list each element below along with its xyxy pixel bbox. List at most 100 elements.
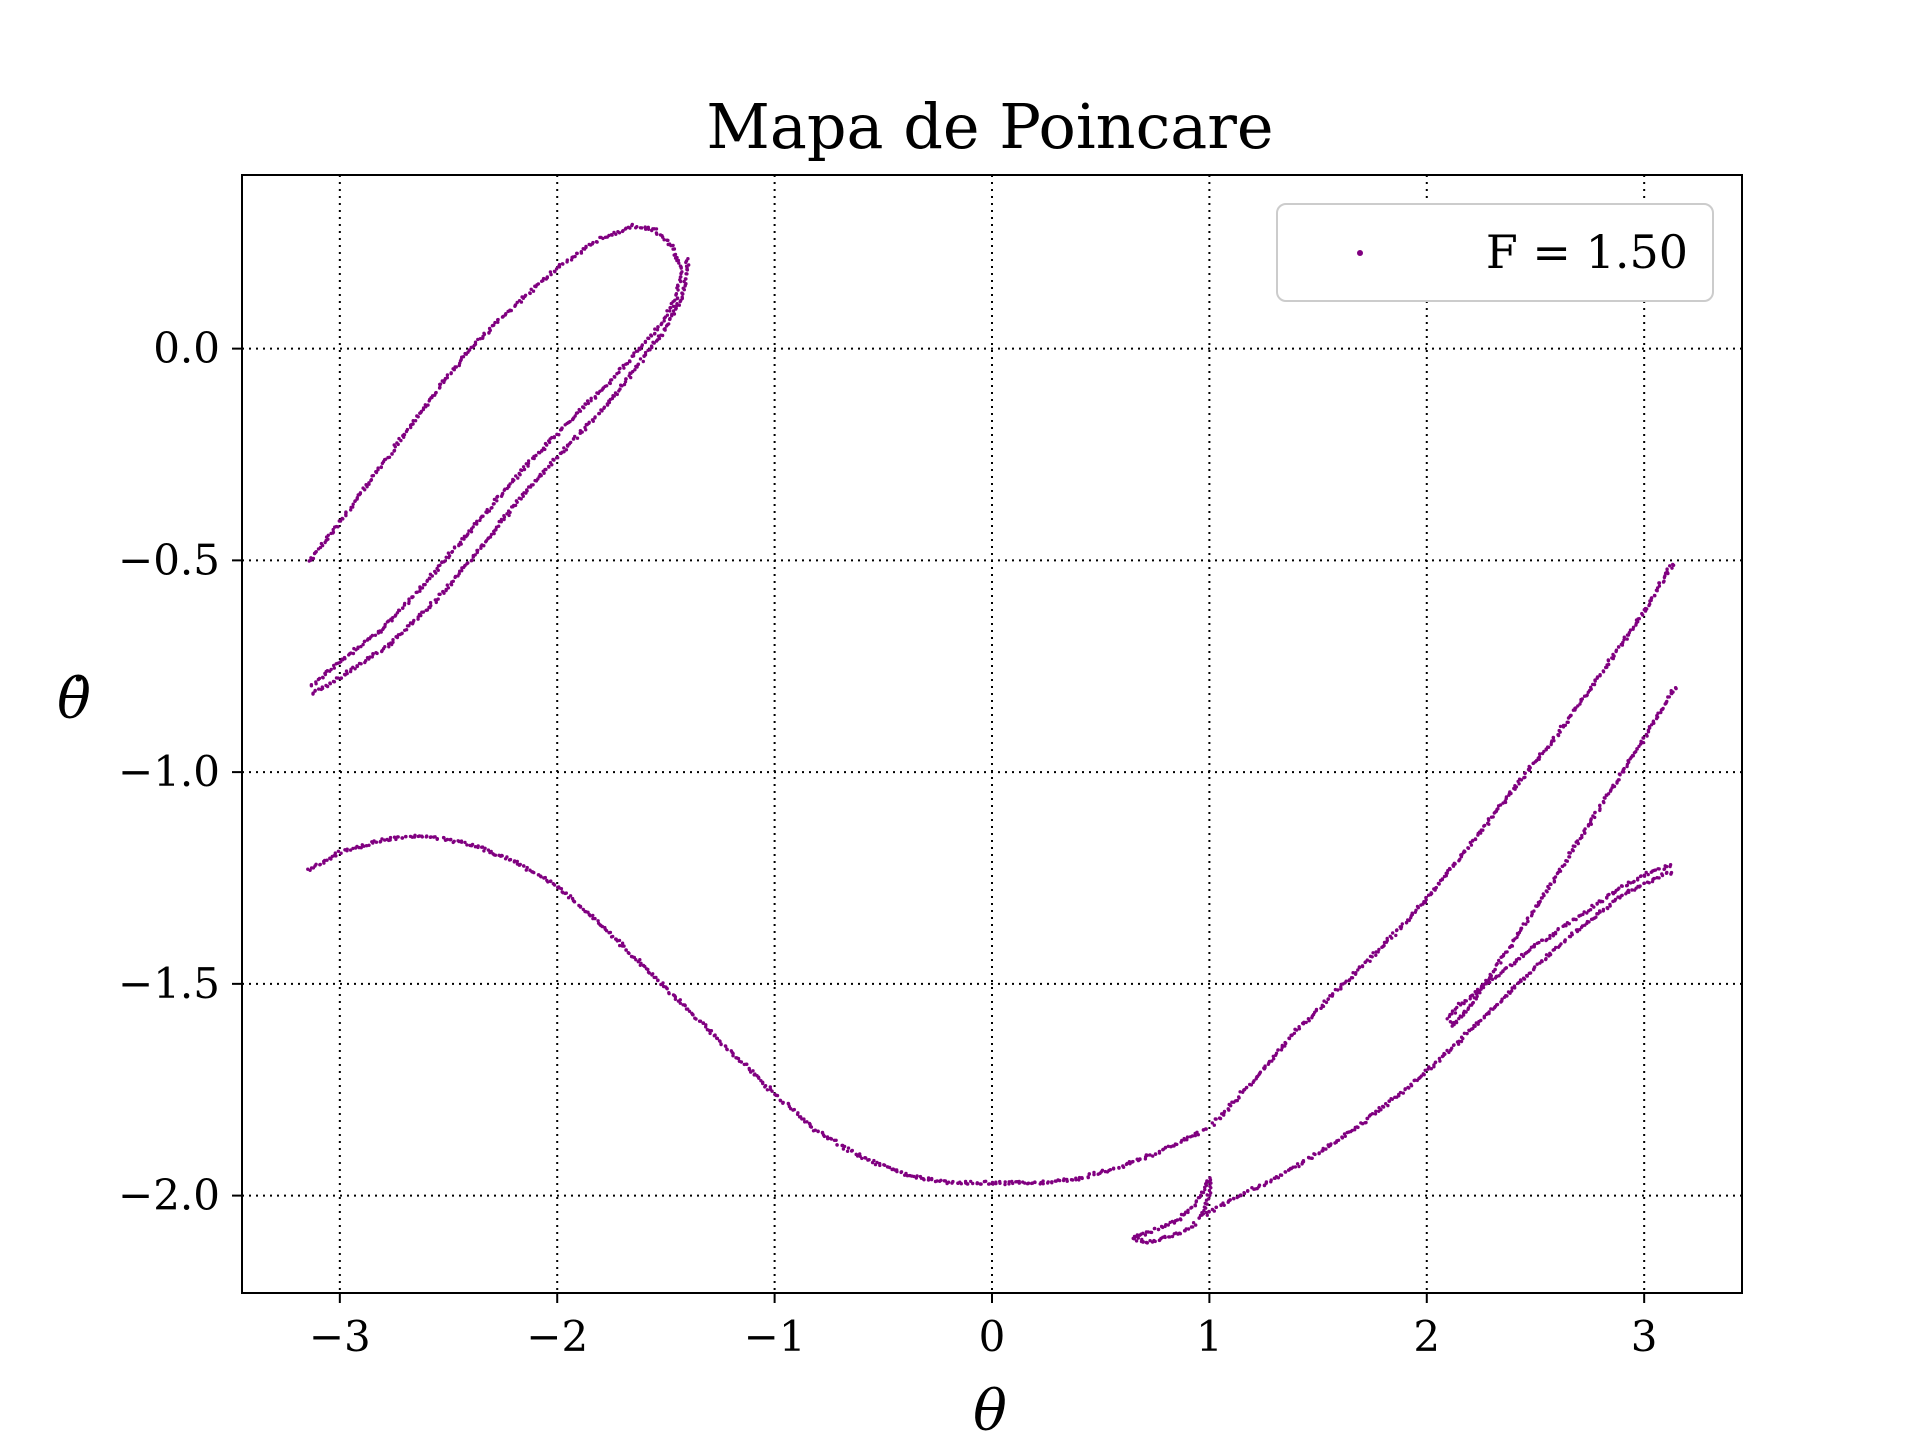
data-point <box>1545 889 1548 892</box>
data-point <box>644 351 647 354</box>
data-point <box>984 1180 987 1183</box>
data-point <box>1218 1116 1221 1119</box>
data-point <box>412 419 415 422</box>
data-point <box>1280 1048 1283 1051</box>
data-point <box>560 428 563 431</box>
data-point <box>650 344 653 347</box>
data-point <box>386 456 389 459</box>
data-point <box>1643 882 1646 885</box>
data-point <box>1340 1135 1343 1138</box>
data-point <box>558 886 561 889</box>
data-point <box>502 514 505 517</box>
data-point <box>1192 1221 1195 1224</box>
data-point <box>1205 1127 1208 1130</box>
data-point <box>581 405 584 408</box>
data-point <box>1647 729 1650 732</box>
data-point <box>483 847 486 850</box>
data-point <box>565 422 568 425</box>
data-point <box>656 328 659 331</box>
data-point <box>1639 742 1642 745</box>
data-point <box>608 381 611 384</box>
data-point <box>1556 733 1559 736</box>
data-point <box>731 1054 734 1057</box>
data-point <box>1552 948 1555 951</box>
data-point <box>1234 1099 1237 1102</box>
data-point <box>812 1129 815 1132</box>
data-point <box>1607 658 1610 661</box>
data-point <box>334 854 337 857</box>
data-point <box>1579 837 1582 840</box>
data-point <box>1167 1223 1170 1226</box>
data-point <box>417 415 420 418</box>
data-point <box>485 511 488 514</box>
data-point <box>1039 1182 1042 1185</box>
data-point <box>344 673 347 676</box>
data-point <box>1515 785 1518 788</box>
data-point <box>1248 1083 1251 1086</box>
data-point <box>639 357 642 360</box>
data-point <box>1641 613 1644 616</box>
data-point <box>680 291 683 294</box>
data-point <box>613 375 616 378</box>
y-tick-label: −1.5 <box>118 959 220 1008</box>
data-point <box>1529 971 1532 974</box>
data-point <box>1522 776 1525 779</box>
data-point <box>482 332 485 335</box>
data-point <box>1463 849 1466 852</box>
data-point <box>607 931 610 934</box>
data-point <box>409 426 412 429</box>
data-point <box>1384 1102 1387 1105</box>
data-point <box>669 306 672 309</box>
data-point <box>1400 925 1403 928</box>
data-point <box>1311 1157 1314 1160</box>
data-point <box>437 597 440 600</box>
data-point <box>745 1063 748 1066</box>
data-point <box>352 647 355 650</box>
data-point <box>1443 1053 1446 1056</box>
data-point <box>1203 1188 1206 1191</box>
data-point <box>1228 1199 1231 1202</box>
data-point <box>518 864 521 867</box>
data-point <box>1558 944 1561 947</box>
data-point <box>1175 1143 1178 1146</box>
data-point <box>1646 881 1649 884</box>
data-point <box>576 437 579 440</box>
data-point <box>1615 781 1618 784</box>
data-point <box>1131 1160 1134 1163</box>
data-point <box>490 506 493 509</box>
data-point <box>369 479 372 482</box>
data-point <box>930 1178 933 1181</box>
data-point <box>1213 1209 1216 1212</box>
data-point <box>1208 1210 1211 1213</box>
data-point <box>580 251 583 254</box>
data-point <box>1504 801 1507 804</box>
data-point <box>508 511 511 514</box>
data-point <box>403 629 406 632</box>
data-point <box>1598 804 1601 807</box>
data-point <box>781 1102 784 1105</box>
data-point <box>1361 964 1364 967</box>
data-point <box>796 1111 799 1114</box>
data-point <box>596 919 599 922</box>
data-point <box>1545 938 1548 941</box>
data-point <box>529 485 532 488</box>
data-point <box>454 575 457 578</box>
data-point <box>435 601 438 604</box>
data-point <box>442 592 445 595</box>
data-point <box>1463 1032 1466 1035</box>
data-point <box>1228 1103 1231 1106</box>
data-point <box>1645 734 1648 737</box>
data-point <box>1470 1003 1473 1006</box>
data-point <box>426 579 429 582</box>
data-point <box>574 414 577 417</box>
data-point <box>321 544 324 547</box>
data-point <box>1523 952 1526 955</box>
data-point <box>335 676 338 679</box>
data-point <box>1648 725 1651 728</box>
data-point <box>1438 882 1441 885</box>
data-point <box>1593 811 1596 814</box>
data-point <box>1153 1227 1156 1230</box>
data-point <box>1568 922 1571 925</box>
data-point <box>1202 1212 1205 1215</box>
data-point <box>1340 983 1343 986</box>
